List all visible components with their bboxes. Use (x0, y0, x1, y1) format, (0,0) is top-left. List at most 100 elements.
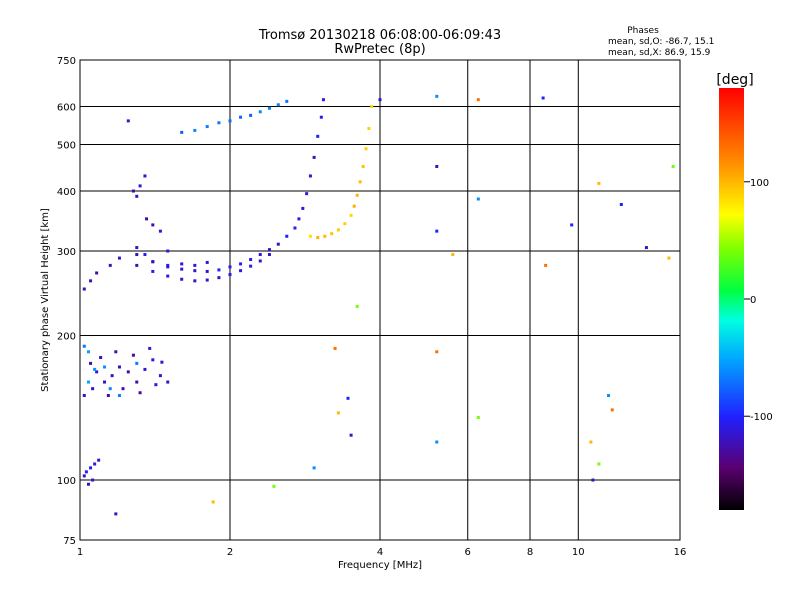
point-5-8 (355, 193, 359, 197)
point-6-9 (276, 103, 280, 107)
point-7-9 (117, 256, 121, 260)
point-1-3 (110, 374, 114, 378)
point-8-8 (355, 304, 359, 308)
point-6-3 (217, 121, 221, 125)
point-7-11 (89, 279, 93, 283)
point-3-9 (239, 262, 243, 266)
point-6-10 (285, 99, 289, 103)
point-8-22 (610, 408, 614, 412)
y-tick-label-0: 75 (63, 536, 76, 547)
point-0-0 (82, 474, 86, 478)
point-1-16 (82, 394, 86, 398)
point-8-9 (435, 440, 439, 444)
y-tick-label-2: 200 (57, 332, 76, 343)
point-7-5 (145, 217, 149, 221)
point-1-15 (160, 360, 164, 364)
point-6-7 (258, 110, 262, 114)
point-8-30 (378, 98, 382, 102)
point-5-13 (370, 105, 374, 109)
point-2-7 (86, 380, 90, 384)
point-8-2 (272, 484, 276, 488)
x-tick-label-3: 6 (465, 547, 471, 558)
point-6-5 (239, 115, 243, 119)
point-8-13 (451, 253, 455, 257)
point-3-5 (193, 269, 197, 273)
point-8-5 (346, 396, 350, 400)
point-4-8 (239, 269, 243, 273)
point-1-18 (106, 394, 110, 398)
x-tick-label-6: 16 (674, 547, 687, 558)
point-4-4 (193, 279, 197, 283)
point-8-1 (211, 500, 215, 504)
point-4-15 (180, 262, 184, 266)
point-3-11 (258, 253, 262, 257)
point-7-2 (143, 174, 147, 178)
point-5-12 (367, 126, 371, 130)
point-6-6 (249, 113, 253, 117)
point-1-11 (99, 355, 103, 359)
point-3-4 (180, 267, 184, 271)
point-3-13 (276, 242, 280, 246)
stats-o-line: mean, sd,O: -86.7, 15.1 (608, 37, 714, 47)
point-7-4 (135, 194, 139, 198)
point-5-5 (343, 222, 347, 226)
point-1-0 (89, 361, 93, 365)
y-tick-label-4: 400 (57, 187, 76, 198)
point-1-8 (151, 358, 155, 362)
point-1-12 (114, 350, 118, 354)
point-3-14 (285, 234, 289, 238)
point-3-22 (319, 115, 323, 119)
point-1-20 (138, 391, 142, 395)
point-3-12 (267, 248, 271, 252)
colorbar-tick-label-2: 100 (750, 178, 769, 189)
y-axis-ticks: 75 100 200 300 400 500 600 750 (57, 56, 76, 547)
point-1-9 (158, 374, 162, 378)
point-4-11 (267, 253, 271, 257)
point-3-8 (228, 265, 232, 269)
point-4-5 (205, 278, 209, 282)
point-5-9 (358, 180, 362, 184)
point-2-2 (93, 367, 97, 371)
point-1-14 (148, 346, 152, 350)
x-tick-label-0: 1 (77, 547, 83, 558)
point-1-1 (95, 370, 99, 374)
point-7-8 (166, 249, 170, 253)
point-3-21 (316, 134, 320, 138)
point-8-29 (541, 96, 545, 100)
point-8-11 (435, 229, 439, 233)
point-3-19 (308, 174, 312, 178)
point-6-8 (267, 106, 271, 110)
x-tick-label-2: 4 (377, 547, 383, 558)
x-tick-label-4: 8 (527, 547, 533, 558)
y-tick-label-1: 100 (57, 476, 76, 487)
point-4-13 (151, 260, 155, 264)
point-6-0 (180, 130, 184, 134)
point-8-3 (312, 466, 316, 470)
colorbar-tick-label-0: -100 (750, 412, 773, 423)
point-8-23 (619, 202, 623, 206)
point-5-4 (336, 228, 340, 232)
point-4-17 (205, 260, 209, 264)
point-1-13 (131, 353, 135, 357)
point-8-17 (570, 223, 574, 227)
stats-x-line: mean, sd,X: 86.9, 15.9 (608, 48, 711, 58)
point-1-19 (121, 387, 125, 391)
point-8-21 (607, 394, 611, 398)
point-3-0 (135, 246, 139, 250)
point-4-10 (258, 259, 262, 263)
point-4-3 (180, 277, 184, 281)
point-5-1 (316, 236, 320, 240)
point-7-0 (131, 189, 135, 193)
point-3-23 (321, 98, 325, 102)
point-2-5 (117, 394, 121, 398)
point-2-6 (135, 361, 139, 365)
point-8-26 (671, 164, 675, 168)
point-8-28 (476, 98, 480, 102)
point-3-20 (312, 155, 316, 159)
point-4-14 (166, 263, 170, 267)
x-tick-label-1: 2 (227, 547, 233, 558)
x-axis-label: Frequency [MHz] (338, 560, 422, 571)
point-5-10 (361, 164, 365, 168)
point-3-15 (293, 226, 297, 230)
